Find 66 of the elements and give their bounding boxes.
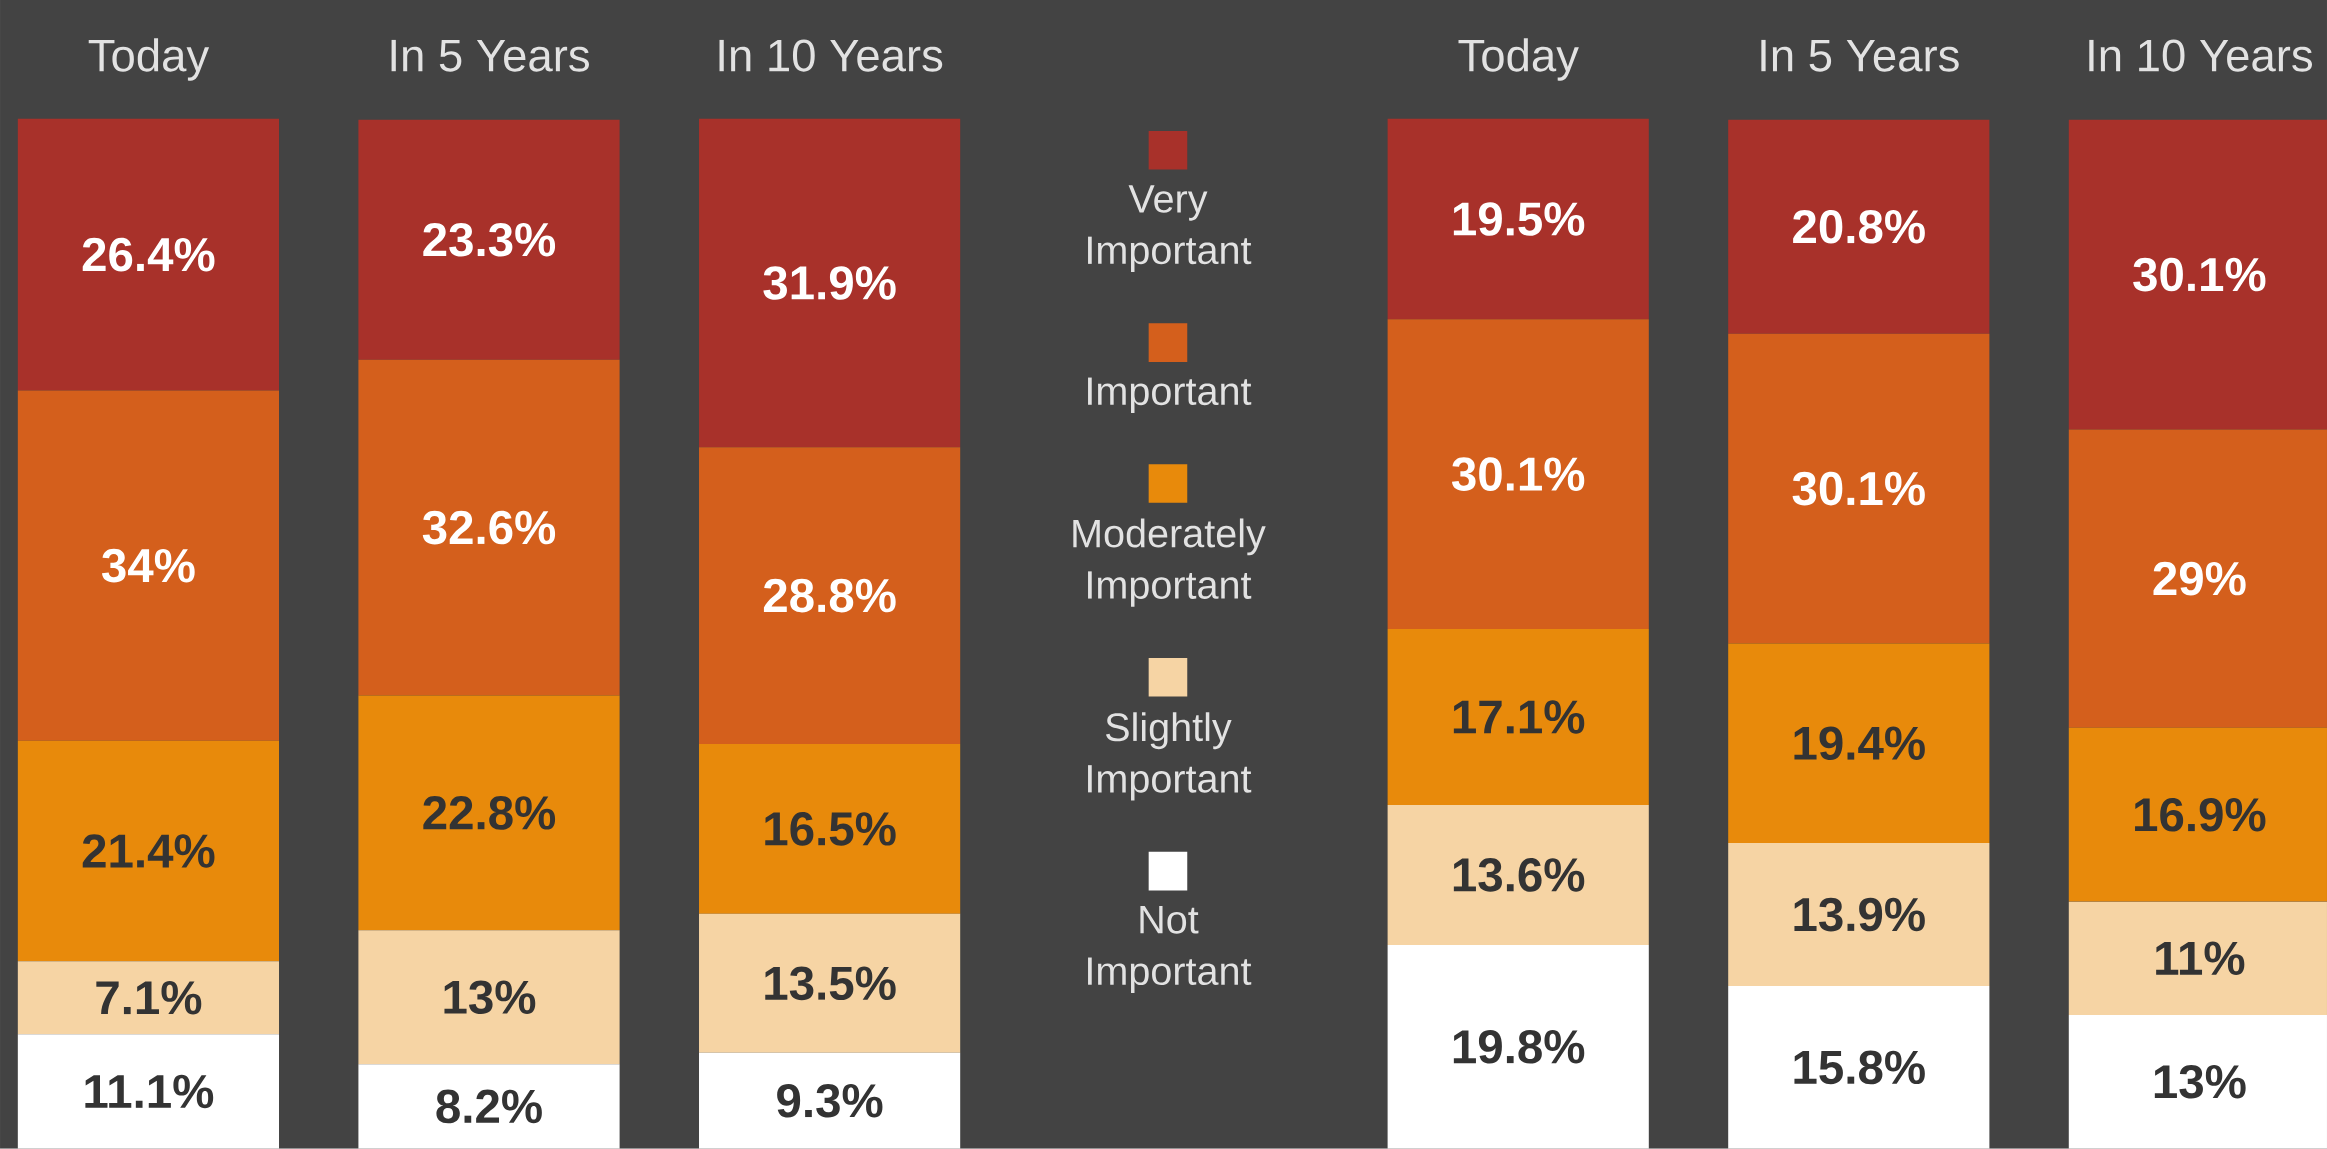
data-label: 13.5% [765,966,896,1001]
bar [358,359,620,696]
data-label: 21.4% [82,834,215,868]
bar [358,1064,620,1149]
legend-label: Not Important [1088,906,1252,994]
data-label: 30.1% [1451,457,1585,492]
bar [1387,118,1649,320]
data-label: 31.9% [763,266,896,300]
data-label: 32.6% [422,510,556,545]
bar [1728,986,1990,1149]
data-label: 28.8% [763,578,896,613]
data-label: 29% [2153,562,2246,596]
x-tick-label: In 5 Years [391,40,589,72]
data-label: 20.8% [1793,210,1925,244]
data-label: 22.8% [423,796,556,830]
data-label: 11.1% [85,1074,214,1109]
bar [699,118,961,448]
bar [1728,643,1990,844]
bar [1387,805,1649,946]
data-label: 19.8% [1453,1030,1585,1064]
data-label: 26.4% [82,238,215,272]
data-label: 9.3% [777,1084,883,1118]
data-label: 15.8% [1794,1050,1925,1085]
data-label: 8.2% [436,1089,542,1124]
data-label: 30.1% [1792,471,1925,506]
bar [358,930,620,1065]
data-label: 16.9% [2135,798,2266,832]
x-tick-label: In 10 Years [719,39,943,72]
data-label: 13.9% [1794,897,1925,932]
bar [699,913,961,1054]
bar [17,118,280,391]
data-label: 11% [2156,941,2245,976]
data-label: 17.1% [1453,700,1585,734]
legend-label: Very Important [1088,185,1252,273]
x-tick-label: In 5 Years [1761,40,1959,72]
data-label: 13% [444,980,536,1015]
bar [17,740,280,962]
data-label: 13% [2154,1065,2246,1099]
x-tick-label: Today [88,38,210,81]
data-label: 7.1% [96,981,202,1015]
bar [699,1053,961,1149]
bar [1387,629,1649,806]
bar [1728,333,1990,644]
x-tick-label: In 10 Years [2089,39,2312,72]
data-label: 19.5% [1453,202,1585,237]
x-tick-label: Today [1458,38,1579,81]
bar [358,119,620,360]
bar [1387,319,1649,630]
bar [699,744,961,914]
bar [17,390,280,741]
bar [699,447,961,745]
bar [17,1034,280,1149]
data-label: 23.3% [423,223,556,257]
bar [1387,945,1649,1149]
data-label: 19.4% [1794,726,1925,761]
legend-label: Moderately Important [1073,518,1266,607]
data-label: 30.1% [2133,257,2266,292]
data-label: 13.6% [1453,858,1585,892]
bar [358,695,620,931]
bar [1728,843,1990,987]
bar [1728,119,1990,334]
legend-label: Important [1088,377,1252,414]
legend-label: Slightly Important [1088,712,1252,801]
bar [17,961,280,1035]
data-label: 16.5% [765,812,896,846]
data-label: 34% [101,549,195,583]
